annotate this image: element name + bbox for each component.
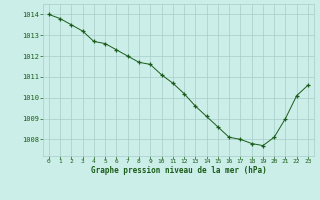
X-axis label: Graphe pression niveau de la mer (hPa): Graphe pression niveau de la mer (hPa): [91, 166, 266, 175]
